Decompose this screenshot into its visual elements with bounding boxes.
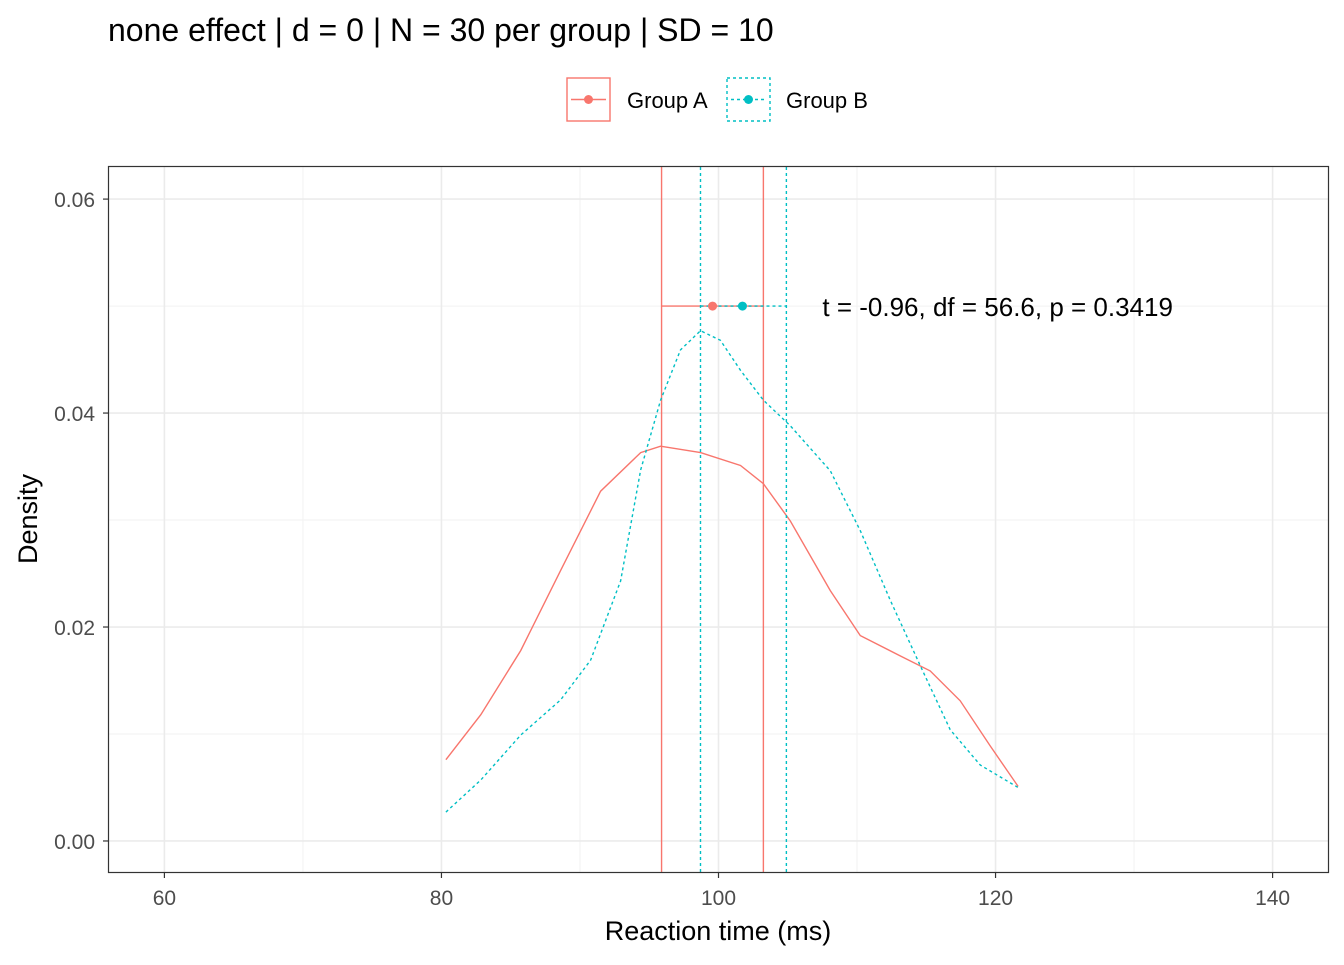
legend-label-group-b: Group B	[786, 88, 868, 113]
legend-label-group-a: Group A	[627, 88, 708, 113]
x-tick-label: 80	[430, 887, 453, 910]
x-tick-label: 140	[1255, 887, 1290, 910]
x-tick-label: 120	[978, 887, 1013, 910]
x-axis-title: Reaction time (ms)	[605, 916, 832, 946]
density-curve-group-b	[445, 329, 1019, 813]
y-tick-label: 0.04	[54, 403, 95, 426]
x-tick-label: 100	[701, 887, 736, 910]
mean-point-group-a	[708, 301, 718, 311]
x-tick-label: 60	[153, 887, 176, 910]
legend-item-group-b[interactable]: Group B	[726, 77, 868, 122]
y-tick-label: 0.06	[54, 189, 95, 212]
grid	[109, 167, 1328, 872]
t-test-annotation: t = -0.96, df = 56.6, p = 0.3419	[822, 292, 1173, 322]
density-curve-group-a	[445, 445, 1019, 787]
legend-point-group-a	[584, 95, 593, 104]
y-tick-label: 0.02	[54, 617, 95, 640]
mean-point-group-b	[737, 301, 747, 311]
y-axis-title: Density	[13, 473, 43, 564]
y-tick-label: 0.00	[54, 831, 95, 854]
legend-item-group-a[interactable]: Group A	[566, 77, 708, 122]
axes: 60 80 100 120 140 0.00 0.02 0.04 0.06	[54, 189, 1290, 910]
legend-point-group-b	[744, 95, 753, 104]
legend: Group A Group B	[566, 77, 868, 122]
chart-title: none effect | d = 0 | N = 30 per group |…	[108, 12, 774, 48]
plot-marks	[445, 167, 1019, 872]
